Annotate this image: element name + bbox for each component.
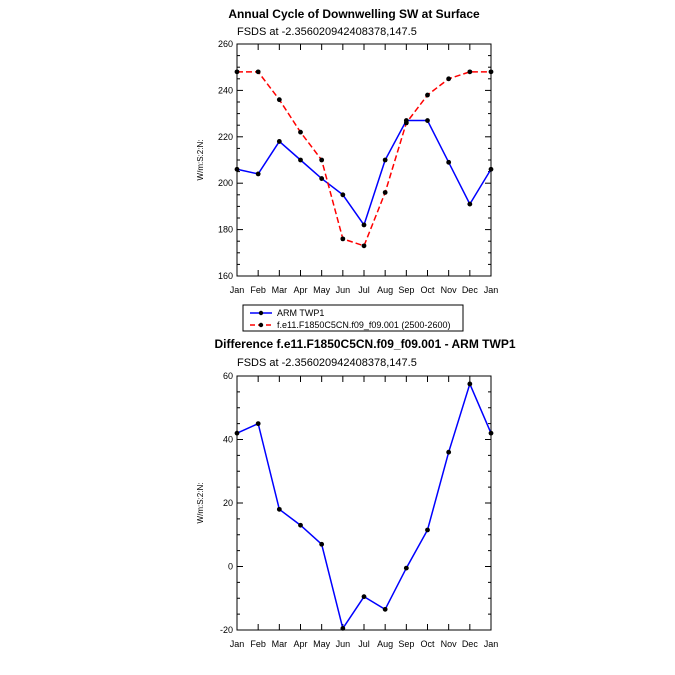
data-point [319,176,325,181]
x-tick-label: Jan [230,639,245,649]
x-tick-label: May [313,285,331,295]
x-tick-label: Jun [336,639,351,649]
series-line-0 [236,119,492,227]
series-line-1 [237,71,491,247]
data-point [488,69,494,75]
legend-box [242,304,464,332]
annual-cycle-chart: Annual Cycle of Downwelling SW at Surfac… [196,7,499,332]
y-tick-label: 240 [218,85,233,95]
series-line-0 [236,381,492,631]
data-point [446,76,452,82]
data-point [488,166,494,172]
x-tick-label: May [313,639,331,649]
chart-subtitle: FSDS at -2.356020942408378,147.5 [237,357,417,369]
y-tick-label: 60 [223,371,233,381]
legend-marker-model [258,322,264,328]
x-tick-label: Aug [377,285,393,295]
data-point [382,157,388,163]
data-point [425,527,430,533]
x-tick-label: Jul [358,285,370,295]
y-tick-label: 180 [218,225,233,235]
y-tick-label: -20 [220,625,233,635]
y-tick-label: 220 [218,132,233,142]
x-tick-label: Feb [250,639,266,649]
legend-marker-arm-twp1 [258,310,264,316]
data-point [319,157,325,163]
data-point [425,118,430,123]
legend: ARM TWP1 f.e11.F1850C5CN.f09_f09.001 (25… [242,304,464,332]
x-tick-label: Nov [441,639,458,649]
legend-label-model: f.e11.F1850C5CN.f09_f09.001 (2500-2600) [277,320,450,330]
data-point [234,430,240,436]
x-tick-label: Mar [272,639,288,649]
x-tick-label: Oct [420,285,435,295]
data-point [382,606,388,612]
data-point [467,69,473,75]
data-point [276,506,282,512]
x-tick-label: Dec [462,639,479,649]
data-point [298,129,303,135]
data-point [298,157,303,163]
x-tick-label: Jun [336,285,351,295]
x-tick-label: Aug [377,639,393,649]
data-point [340,192,346,198]
data-point [446,159,452,165]
y-tick-label: 160 [218,271,233,281]
data-point [403,120,409,126]
data-point [255,69,261,75]
x-tick-label: Jan [230,285,245,295]
x-tick-label: Apr [293,639,307,649]
x-tick-label: Jan [484,639,499,649]
data-point [298,522,303,528]
x-tick-label: Jan [484,285,499,295]
data-point [361,243,367,249]
x-tick-label: Apr [293,285,307,295]
data-point [361,222,367,228]
data-point [382,190,388,195]
chart-subtitle: FSDS at -2.356020942408378,147.5 [237,26,417,38]
data-point [234,166,240,172]
plot-frame [236,43,492,277]
x-tick-label: Oct [420,639,435,649]
data-point [467,201,473,207]
data-point [425,92,430,98]
data-point [234,69,240,75]
x-tick-label: Mar [272,285,288,295]
x-tick-label: Sep [398,285,414,295]
difference-chart: Difference f.e11.F1850C5CN.f09_f09.001 -… [196,337,516,649]
data-point [361,594,367,600]
chart-title: Annual Cycle of Downwelling SW at Surfac… [228,7,480,21]
x-tick-label: Feb [250,285,266,295]
data-point [255,171,261,177]
x-tick-label: Nov [441,285,458,295]
x-tick-label: Sep [398,639,414,649]
data-point [276,97,282,103]
data-point [276,139,282,144]
data-point [403,565,409,571]
data-point [467,381,473,387]
data-point [319,541,325,547]
y-tick-label: 260 [218,39,233,49]
data-point [255,421,261,427]
data-point [340,236,346,242]
plot-frame [236,375,492,631]
y-axis-label: W/m:S:2:N: [196,140,205,181]
data-point [340,626,346,631]
y-tick-label: 200 [218,178,233,188]
legend-label-arm-twp1: ARM TWP1 [277,308,324,318]
data-point [446,449,452,455]
data-point [488,430,494,436]
x-tick-label: Dec [462,285,479,295]
y-tick-label: 40 [223,435,233,445]
y-tick-label: 0 [228,562,233,572]
y-axis-label: W/m:S:2:N: [196,483,205,524]
y-tick-label: 20 [223,498,233,508]
x-tick-label: Jul [358,639,370,649]
chart-title: Difference f.e11.F1850C5CN.f09_f09.001 -… [214,337,515,351]
